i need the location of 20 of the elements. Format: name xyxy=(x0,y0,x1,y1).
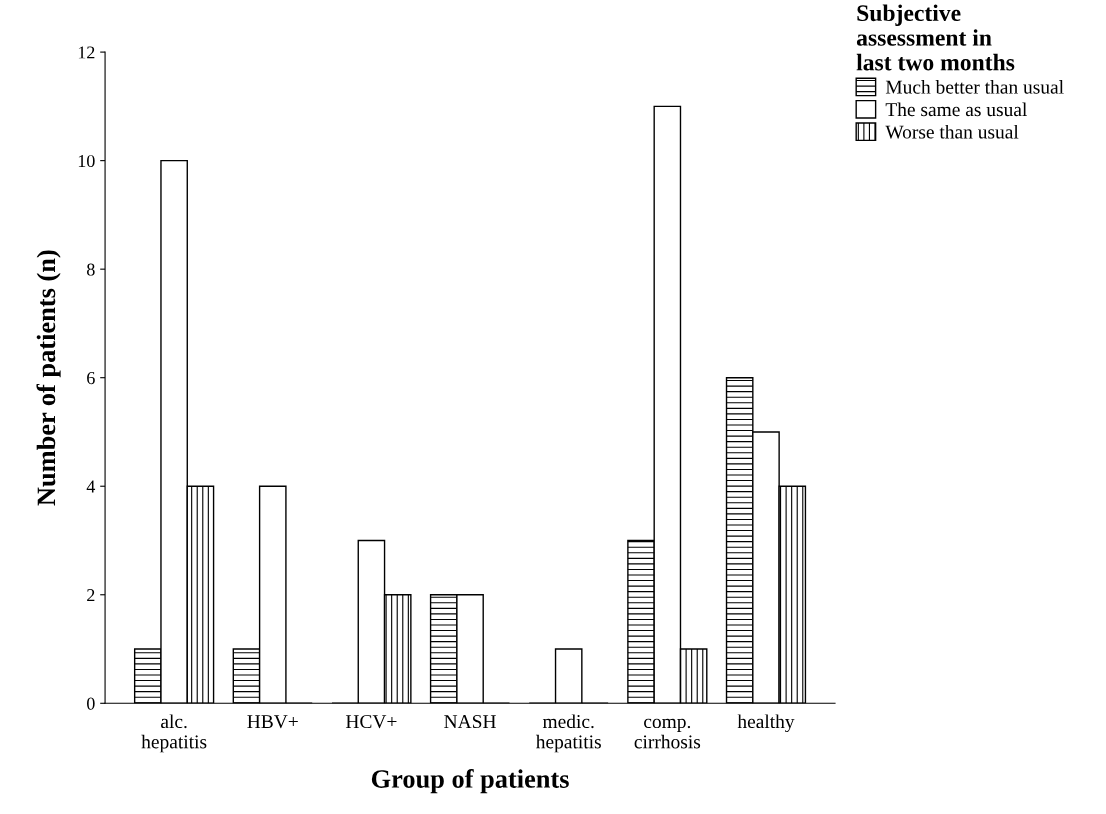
y-axis-title: Number of patients (n) xyxy=(36,250,61,506)
x-tick-label: comp. cirrhosis xyxy=(634,718,701,749)
y-tick-label: 2 xyxy=(87,589,95,602)
x-tick-label: medic. hepatitis xyxy=(535,714,601,753)
y-tick-label: 10 xyxy=(78,154,95,168)
legend-label: Worse than usual xyxy=(885,124,1019,139)
y-tick-label: 12 xyxy=(78,46,95,59)
y-tick-label: 6 xyxy=(87,372,95,385)
y-tick-label: 4 xyxy=(86,480,96,493)
legend-label: Much better than usual xyxy=(885,80,1064,94)
x-tick-label: alc. hepatitis xyxy=(141,714,207,753)
legend-label: The same as usual xyxy=(885,102,1027,117)
x-tick-label: NASH xyxy=(444,715,496,729)
legend-title: Subjective assessment in last two months xyxy=(856,4,1015,71)
y-tick-label: 0 xyxy=(87,697,95,710)
y-tick-label: 8 xyxy=(87,263,95,276)
x-tick-label: healthy xyxy=(737,714,795,733)
x-axis-title: Group of patients xyxy=(371,769,569,794)
x-tick-label: HBV+ xyxy=(247,715,298,729)
x-tick-label: HCV+ xyxy=(345,715,397,729)
